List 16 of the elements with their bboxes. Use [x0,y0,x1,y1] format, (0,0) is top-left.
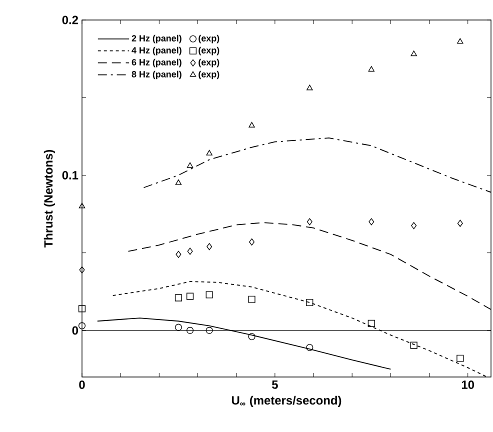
legend-label: 8 Hz (panel) [132,70,182,80]
y-tick-label: 0 [72,326,78,335]
x-tick-label: 10 [462,380,474,389]
x-axis-title: U$_{∞}$ (meters/second) [232,396,342,407]
legend-label: 4 Hz (panel) [132,46,182,56]
y-tick-label: 0.2 [62,16,78,24]
y-tick-label: 0.1 [62,170,78,180]
legend-label: (exp) [198,34,220,44]
legend-label: 2 Hz (panel) [132,34,182,44]
x-tick-label: 0 [79,380,85,389]
x-tick-label: 5 [272,380,278,389]
legend-label: 6 Hz (panel) [132,58,182,68]
y-axis-title: Thrust (Newtons) [44,150,56,248]
legend-label: (exp) [198,58,220,68]
legend-label: (exp) [198,46,220,56]
legend-label: (exp) [198,70,220,80]
